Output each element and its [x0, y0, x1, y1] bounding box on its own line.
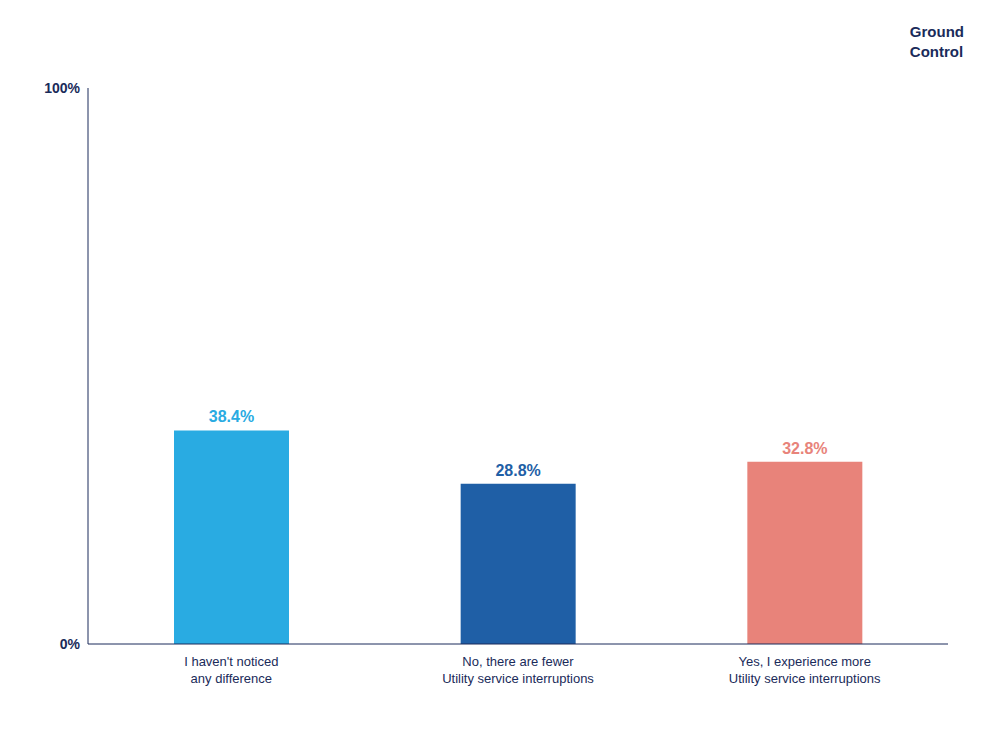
svg-text:I haven't noticedany differenc: I haven't noticedany difference — [184, 654, 278, 686]
svg-text:32.8%: 32.8% — [782, 440, 827, 457]
svg-text:No, there are fewerUtility ser: No, there are fewerUtility service inter… — [442, 654, 594, 686]
svg-text:Yes, I experience moreUtility: Yes, I experience moreUtility service in… — [729, 654, 881, 686]
svg-text:0%: 0% — [60, 636, 81, 652]
html-text:Ground Control: Ground Control — [909, 23, 964, 60]
svg-text:28.8%: 28.8% — [495, 462, 540, 479]
svg-text:100%: 100% — [44, 80, 80, 96]
svg-text:38.4%: 38.4% — [209, 408, 254, 425]
